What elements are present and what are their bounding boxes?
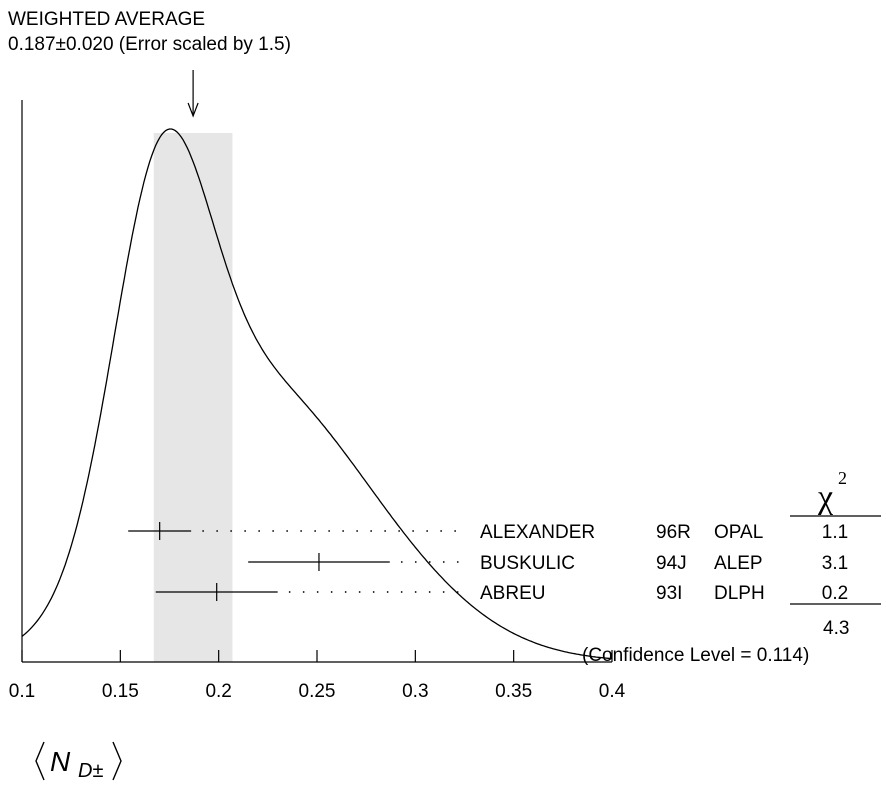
leader-dot — [370, 530, 373, 532]
leader-dot — [456, 591, 459, 593]
chart-subtitle: 0.187±0.020 (Error scaled by 1.5) — [8, 34, 291, 55]
leader-dot — [456, 561, 459, 563]
leader-dot — [398, 530, 401, 532]
right-angle-bracket — [112, 741, 122, 781]
chi2-total: 4.3 — [823, 618, 849, 639]
measurement-chi2: 3.1 — [822, 553, 848, 574]
measurement-experiment: ALEP — [714, 553, 763, 574]
x-tick-label: 0.4 — [599, 681, 626, 702]
measurement-row: ALEXANDER 96R OPAL 1.1 — [128, 522, 848, 543]
leader-dot — [258, 530, 261, 532]
measurement-experiment: OPAL — [714, 522, 763, 543]
leader-dot — [426, 530, 429, 532]
measurements: ALEXANDER 96R OPAL 1.1 BUSKULIC 94J ALEP 3.1 ABR… — [128, 522, 848, 604]
chart-title: WEIGHTED AVERAGE — [8, 9, 206, 30]
leader-dot — [400, 591, 403, 593]
leader-dot — [428, 591, 431, 593]
x-axis-label: N D± — [35, 741, 122, 782]
leader-dot — [372, 591, 375, 593]
measurement-experiment: DLPH — [714, 583, 765, 604]
measurement-row: BUSKULIC 94J ALEP 3.1 — [248, 553, 848, 574]
leader-dot — [414, 561, 417, 563]
measurement-row: ABREU 93I DLPH 0.2 — [155, 583, 848, 604]
x-ticks — [21, 650, 613, 662]
leader-dot — [414, 591, 417, 593]
x-tick-label: 0.15 — [102, 681, 139, 702]
left-angle-bracket — [35, 741, 45, 781]
leader-dot — [428, 561, 431, 563]
x-tick-labels: 0.1 0.15 0.2 0.25 0.3 0.35 0.4 — [9, 681, 626, 702]
leader-dot — [316, 591, 319, 593]
leader-dot — [300, 530, 303, 532]
svg-text:D±: D± — [78, 760, 103, 782]
ideogram-curve — [21, 128, 613, 660]
leader-dot — [342, 530, 345, 532]
chi2-header-sup: 2 — [838, 468, 847, 488]
leader-dot — [442, 561, 445, 563]
measurement-author: ALEXANDER — [480, 522, 595, 543]
leader-dot — [454, 530, 457, 532]
leader-dot — [344, 591, 347, 593]
leader-dot — [272, 530, 275, 532]
leader-dot — [384, 530, 387, 532]
svg-text:N: N — [50, 746, 71, 777]
x-tick-label: 0.1 — [9, 681, 35, 702]
x-tick-label: 0.35 — [495, 681, 532, 702]
leader-dot — [400, 561, 403, 563]
measurement-ref: 96R — [656, 522, 691, 543]
leader-dot — [356, 530, 359, 532]
leader-dot — [244, 530, 247, 532]
leader-dot — [202, 530, 205, 532]
leader-dot — [286, 530, 289, 532]
leader-dot — [412, 530, 415, 532]
confidence-level: (Confidence Level = 0.114) — [582, 645, 809, 666]
measurement-ref: 94J — [656, 553, 687, 574]
x-tick-label: 0.3 — [402, 681, 428, 702]
leader-dot — [442, 591, 445, 593]
leader-dot — [314, 530, 317, 532]
leader-dot — [386, 591, 389, 593]
measurement-ref: 93I — [656, 583, 682, 604]
leader-dot — [358, 591, 361, 593]
leader-dot — [230, 530, 233, 532]
leader-dot — [216, 530, 219, 532]
measurement-chi2: 1.1 — [822, 522, 848, 543]
leader-dot — [302, 591, 305, 593]
leader-dot — [328, 530, 331, 532]
measurement-chi2: 0.2 — [822, 583, 848, 604]
x-tick-label: 0.25 — [299, 681, 336, 702]
leader-dot — [440, 530, 443, 532]
x-tick-label: 0.2 — [205, 681, 231, 702]
leader-dot — [288, 591, 291, 593]
measurement-author: ABREU — [480, 583, 545, 604]
weighted-average-band — [153, 133, 233, 662]
weighted-average-arrowhead — [187, 102, 199, 118]
leader-dot — [330, 591, 333, 593]
chi2-header: χ — [817, 479, 833, 516]
measurement-author: BUSKULIC — [480, 553, 575, 574]
